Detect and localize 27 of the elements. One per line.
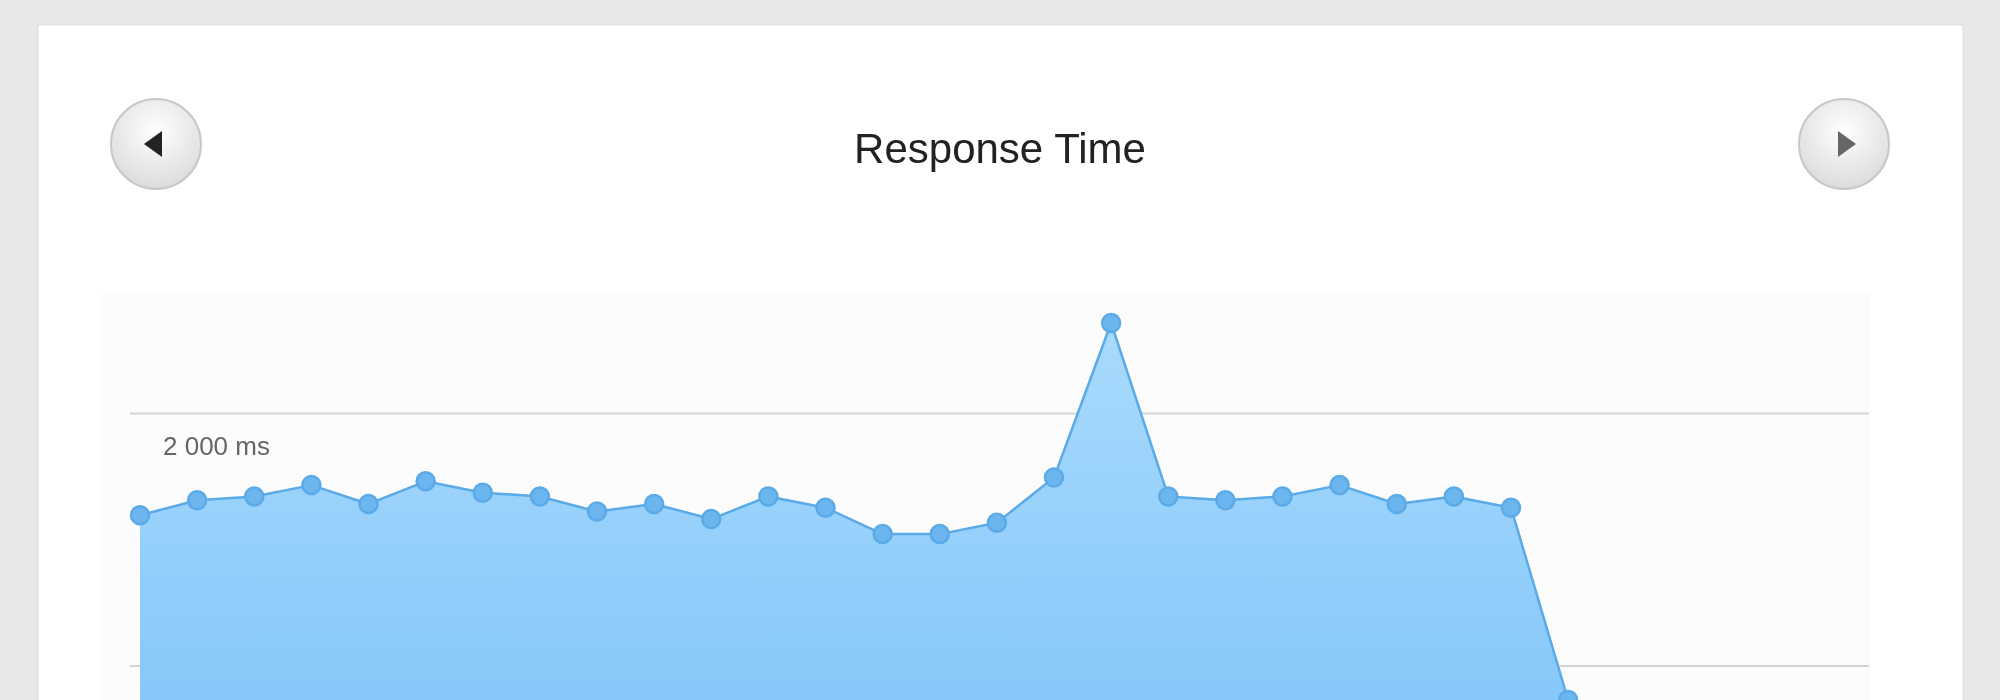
point [1386, 493, 1407, 515]
point [872, 523, 893, 545]
point [1100, 312, 1122, 334]
point [529, 486, 551, 507]
point [244, 486, 265, 507]
point [586, 501, 608, 522]
point [1500, 497, 1522, 518]
point [1272, 486, 1293, 507]
point [1443, 486, 1465, 507]
point [758, 486, 779, 507]
point [301, 474, 322, 496]
point [415, 471, 436, 492]
point [815, 497, 836, 518]
point [1158, 486, 1179, 507]
point [1043, 467, 1065, 488]
point [929, 523, 950, 545]
point [129, 505, 151, 526]
point [986, 512, 1008, 534]
point [643, 493, 665, 515]
point [701, 508, 722, 530]
chart-title: Response Time [854, 125, 1146, 172]
point [1329, 474, 1350, 496]
point [186, 489, 208, 511]
point [358, 493, 379, 515]
point [1215, 489, 1236, 511]
ref-line-label: 2 000 ms [163, 431, 270, 462]
point [472, 482, 493, 503]
